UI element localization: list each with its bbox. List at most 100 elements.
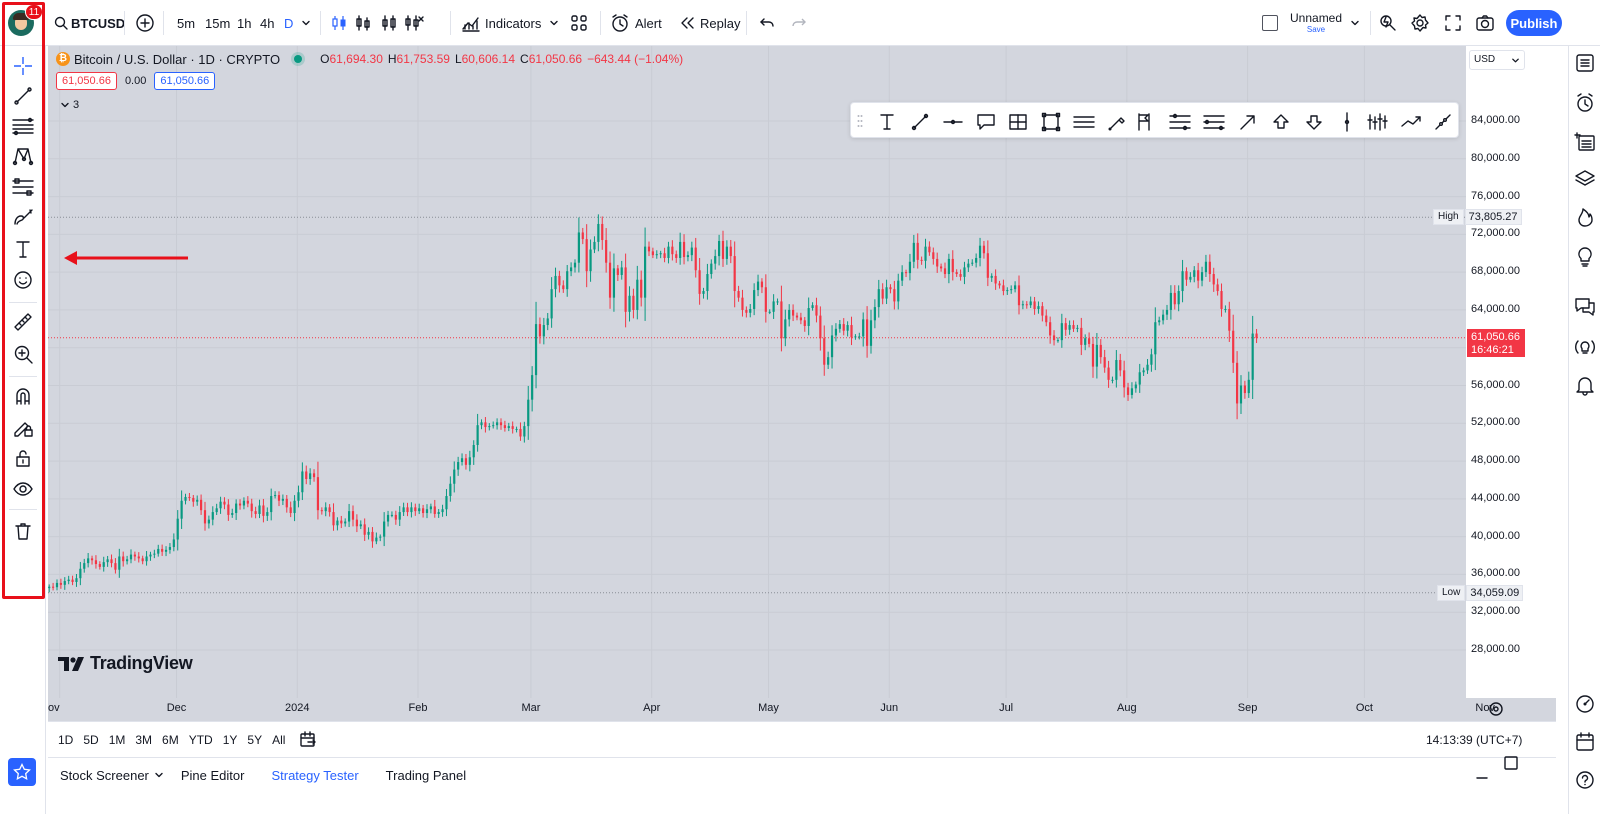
arrow-up-tool-button[interactable]: [1268, 109, 1294, 135]
magnet-tool[interactable]: [8, 382, 38, 410]
undo-button[interactable]: [758, 0, 776, 46]
interval-4h[interactable]: 4h: [260, 0, 274, 46]
object-tree-button[interactable]: [1572, 128, 1598, 154]
text-tool-button[interactable]: [874, 109, 900, 135]
time-axis-settings[interactable]: [1488, 701, 1504, 720]
indicators-dropdown[interactable]: [548, 0, 560, 46]
tab-trading-panel[interactable]: Trading Panel: [386, 768, 466, 783]
vertical-line-tool-button[interactable]: [1334, 109, 1360, 135]
watchlist-button[interactable]: [1572, 50, 1598, 76]
help-button[interactable]: [1572, 767, 1598, 793]
sell-price-button[interactable]: 61,050.66: [56, 72, 117, 90]
indicators-button[interactable]: Indicators: [461, 0, 541, 46]
alerts-button[interactable]: [1572, 90, 1598, 116]
drag-handle[interactable]: [857, 114, 863, 128]
horizontal-line-tool-button[interactable]: [940, 109, 966, 135]
hotlists-button[interactable]: [1572, 204, 1598, 230]
range-all-button[interactable]: All: [272, 733, 286, 747]
symbol-search[interactable]: BTCUSD: [54, 0, 125, 46]
price-chart[interactable]: [48, 46, 1556, 698]
publish-button[interactable]: Publish: [1506, 0, 1562, 46]
trend-line-tool-button[interactable]: [907, 109, 933, 135]
buy-price-button[interactable]: 61,050.66: [154, 72, 216, 90]
avatar[interactable]: 11: [8, 0, 43, 46]
maximize-panel-button[interactable]: [1502, 754, 1520, 775]
trend-line-tool[interactable]: [8, 82, 38, 110]
compare-symbol-button[interactable]: [135, 0, 155, 46]
path-tool-button[interactable]: [1398, 109, 1424, 135]
hide-drawings-tool[interactable]: [8, 475, 38, 503]
flag-tool-button[interactable]: [1131, 109, 1157, 135]
favorites-button[interactable]: [8, 758, 36, 786]
arrow-down-tool-button[interactable]: [1301, 109, 1327, 135]
lock-drawing-tool[interactable]: [8, 413, 38, 441]
interval-d[interactable]: D: [284, 0, 293, 46]
tab-strategy-tester[interactable]: Strategy Tester: [271, 768, 358, 783]
ruler-tool[interactable]: [8, 308, 38, 336]
indicators-collapse-toggle[interactable]: 3: [60, 99, 79, 111]
range-5d-button[interactable]: 5D: [83, 733, 99, 747]
arrow-tool-button[interactable]: [1235, 109, 1261, 135]
heikin-ashi-button[interactable]: [404, 0, 424, 46]
layout-dropdown[interactable]: [1349, 0, 1361, 46]
rect-cross-tool-button[interactable]: [1005, 109, 1031, 135]
price-range-tool-button[interactable]: [1201, 109, 1227, 135]
rectangle-tool-button[interactable]: [1038, 109, 1064, 135]
calendar-button[interactable]: [1572, 729, 1598, 755]
tradingview-watermark[interactable]: TradingView: [58, 653, 193, 674]
tab-pine-editor[interactable]: Pine Editor: [181, 768, 245, 783]
layout-templates-button[interactable]: [570, 0, 588, 46]
ideas-button[interactable]: [1572, 244, 1598, 270]
lock-all-tool[interactable]: [8, 444, 38, 472]
range-6m-button[interactable]: 6M: [162, 733, 179, 747]
redo-button[interactable]: [790, 0, 808, 46]
parallel-channel-tool-button[interactable]: [1071, 109, 1097, 135]
range-1y-button[interactable]: 1Y: [222, 733, 238, 747]
remove-drawings-tool[interactable]: [8, 517, 38, 545]
save-link[interactable]: Save: [1306, 24, 1326, 34]
layers-button[interactable]: [1572, 166, 1598, 192]
callout-tool-button[interactable]: [973, 109, 999, 135]
settings-button[interactable]: [1410, 0, 1430, 46]
interval-1h[interactable]: 1h: [237, 0, 251, 46]
dom-button[interactable]: [1572, 691, 1598, 717]
alert-button[interactable]: Alert: [610, 0, 662, 46]
emoji-tool[interactable]: [8, 266, 38, 294]
range-3m-button[interactable]: 3M: [135, 733, 153, 747]
interval-5m[interactable]: 5m: [177, 0, 195, 46]
chart-type-button[interactable]: [330, 0, 348, 46]
interval-dropdown[interactable]: [300, 0, 312, 46]
tab-stock-screener[interactable]: Stock Screener: [60, 768, 165, 783]
minimize-panel-button[interactable]: [1474, 766, 1490, 785]
replay-button[interactable]: Replay: [678, 0, 740, 46]
symbol-title[interactable]: Bitcoin / U.S. Dollar · 1D · CRYPTO: [74, 51, 281, 67]
hollow-candles-button[interactable]: [380, 0, 398, 46]
interval-15m[interactable]: 15m: [205, 0, 230, 46]
fullscreen-button[interactable]: [1444, 0, 1462, 46]
range-ytd-button[interactable]: YTD: [188, 733, 213, 747]
date-range-tool-button[interactable]: [1167, 109, 1193, 135]
layout-name-button[interactable]: Unnamed Save: [1290, 0, 1342, 46]
brush-tool-button[interactable]: [1104, 109, 1130, 135]
goto-date-button[interactable]: [298, 730, 318, 753]
time-axis[interactable]: ov Dec 2024 Feb Mar Apr May Jun Jul Aug Sep Oct Nov: [48, 698, 1556, 721]
range-5y-button[interactable]: 5Y: [247, 733, 263, 747]
bars-type-button[interactable]: [354, 0, 372, 46]
streams-button[interactable]: [1572, 334, 1598, 360]
zoom-in-tool[interactable]: [8, 340, 38, 368]
range-1d-button[interactable]: 1D: [58, 733, 74, 747]
prediction-tool[interactable]: [8, 173, 38, 201]
chats-button[interactable]: [1572, 294, 1598, 320]
notifications-button[interactable]: [1572, 372, 1598, 398]
range-1m-button[interactable]: 1M: [108, 733, 126, 747]
currency-selector[interactable]: USD: [1469, 50, 1525, 70]
quick-search-button[interactable]: [1378, 0, 1398, 46]
timezone-clock[interactable]: 14:13:39 (UTC+7): [1426, 733, 1523, 747]
fib-retracement-tool[interactable]: [8, 112, 38, 140]
brush-tool[interactable]: [8, 203, 38, 231]
layout-checkbox[interactable]: [1262, 0, 1278, 46]
ray-tool-button[interactable]: [1430, 109, 1456, 135]
pattern-tool[interactable]: [8, 142, 38, 170]
bars-pattern-tool-button[interactable]: [1364, 109, 1390, 135]
